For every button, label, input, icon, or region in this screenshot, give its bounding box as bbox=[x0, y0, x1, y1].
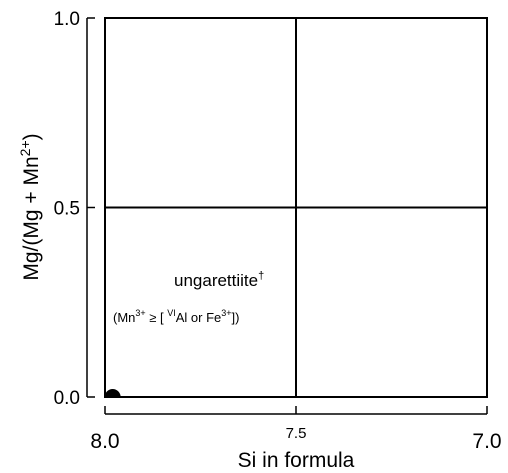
y-tick-label: 0.5 bbox=[54, 199, 80, 220]
y-tick-label: 1.0 bbox=[54, 9, 80, 30]
cond-open: (Mn bbox=[113, 310, 135, 325]
x-axis-label: Si in formula bbox=[238, 449, 355, 472]
cond-relation: ≥ [ bbox=[146, 310, 168, 325]
cond-fe-sup: 3+ bbox=[221, 308, 231, 318]
y-axis-label: Mg/(Mg + Mn2+) bbox=[17, 133, 43, 280]
axis-ticks: 0.0 0.5 1.0 8.0 7.5 7.0 bbox=[54, 9, 502, 453]
x-tick-label: 7.0 bbox=[472, 430, 501, 453]
field-condition: (Mn3+ ≥ [ VIAl or Fe3+]) bbox=[113, 308, 240, 325]
field-label-ungarettiite: ungarettiite† bbox=[174, 270, 264, 290]
y-label-prefix: Mg/(Mg + Mn bbox=[20, 156, 43, 280]
x-tick-label: 8.0 bbox=[90, 430, 119, 453]
field-name: ungarettiite bbox=[174, 271, 258, 290]
data-point bbox=[105, 389, 121, 397]
cond-vi-sup: VI bbox=[167, 308, 176, 318]
data-points bbox=[105, 389, 121, 397]
cond-close: ]) bbox=[232, 310, 240, 325]
y-tick-label: 0.0 bbox=[54, 388, 80, 409]
cond-mn-sup: 3+ bbox=[135, 308, 145, 318]
field-dagger: † bbox=[258, 270, 264, 282]
y-label-sup: 2+ bbox=[17, 140, 33, 156]
y-label-suffix: ) bbox=[20, 133, 43, 140]
cond-al-or: Al or Fe bbox=[176, 310, 222, 325]
x-tick-label: 7.5 bbox=[286, 425, 307, 442]
